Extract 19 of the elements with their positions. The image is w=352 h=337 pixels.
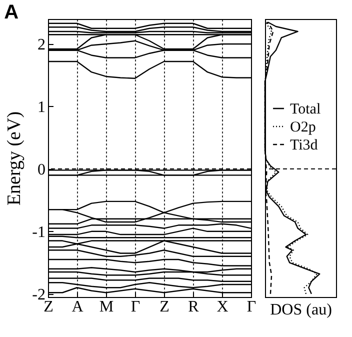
- x-tick-label: X: [216, 298, 229, 316]
- y-tick-label: 2: [38, 36, 46, 54]
- x-axis-title: DOS (au): [270, 302, 332, 318]
- x-tick-label: M: [99, 298, 114, 316]
- chart-title: A: [4, 2, 19, 24]
- x-tick-label: Z: [160, 298, 170, 316]
- y-tick-label: -2: [32, 286, 46, 304]
- legend-label: O2p: [290, 120, 316, 136]
- x-tick-label: Γ: [130, 298, 140, 316]
- x-tick-label: Z: [44, 298, 54, 316]
- y-tick-label: 0: [38, 161, 46, 178]
- y-tick-label: -1: [32, 224, 46, 241]
- x-tick-label: A: [72, 298, 84, 316]
- legend-label: Total: [290, 102, 321, 118]
- y-tick-label: 1: [38, 98, 46, 116]
- x-tick-label: Γ: [246, 298, 256, 316]
- y-axis-title: Energy (eV): [4, 111, 26, 206]
- x-tick-label: R: [188, 298, 200, 316]
- legend-label: Ti3d: [290, 138, 318, 154]
